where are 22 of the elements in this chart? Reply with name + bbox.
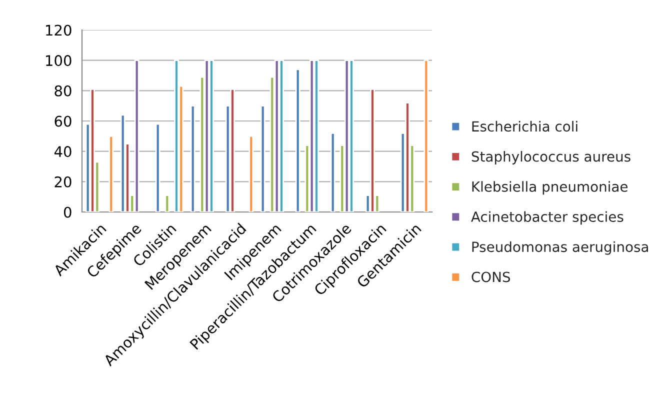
bar <box>155 123 160 212</box>
y-tick-label: 100 <box>46 55 72 66</box>
y-tick-label: 60 <box>54 116 72 127</box>
y-tick-label: 20 <box>54 176 72 188</box>
bar <box>248 135 254 212</box>
legend-label: Klebsiella pneumoniae <box>472 181 628 195</box>
bar <box>424 60 429 212</box>
bar <box>108 135 114 212</box>
y-tick-label: 120 <box>46 24 72 36</box>
bar <box>295 68 300 212</box>
bar <box>260 105 266 212</box>
bar <box>190 105 196 212</box>
bar <box>330 132 336 212</box>
y-tick-label: 40 <box>54 146 72 158</box>
legend-label: Escherichia coli <box>472 120 578 132</box>
legend-label: Pseudomonas aeruginosa <box>472 241 648 255</box>
legend-label: Staphylococcus aureus <box>472 151 630 164</box>
y-tick-label: 0 <box>64 206 72 218</box>
legend-label: Acinetobacter species <box>471 211 624 225</box>
legend-label: CONS <box>472 272 510 282</box>
bar <box>164 194 170 212</box>
y-tick-label: 80 <box>54 85 72 96</box>
